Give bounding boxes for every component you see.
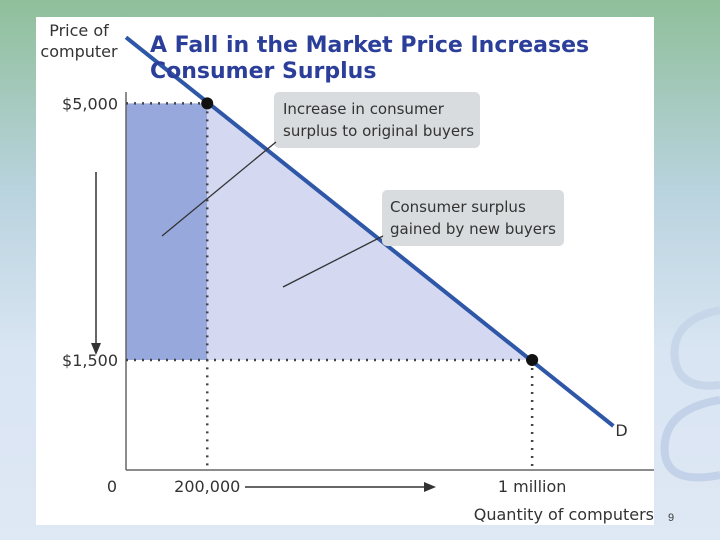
x-tick-label-0: 0 — [107, 477, 117, 496]
y-axis-label-line2: computer — [40, 42, 118, 61]
callout-box-original-buyers — [274, 92, 480, 148]
y-tick-label-1500: $1,500 — [62, 351, 118, 370]
y-tick-label-5000: $5,000 — [62, 94, 118, 113]
callout-original-pointer — [161, 141, 277, 237]
callout-original-line1: Increase in consumer — [283, 100, 445, 118]
callout-original-line2: surplus to original buyers — [283, 122, 474, 140]
slide-number: 9 — [668, 512, 675, 524]
x-axis-label: Quantity of computers — [474, 505, 654, 524]
slide-title: A Fall in the Market Price Increases Con… — [150, 33, 590, 84]
callout-new-line1: Consumer surplus — [390, 198, 526, 216]
point-price-5000 — [201, 97, 214, 110]
callout-new-line2: gained by new buyers — [390, 220, 556, 238]
quantity-rise-arrowhead — [424, 482, 436, 492]
demand-curve-label: D — [615, 421, 627, 440]
x-tick-label-200000: 200,000 — [174, 477, 240, 496]
price-fall-arrowhead — [91, 343, 101, 355]
y-axis-label-line1: Price of — [49, 21, 109, 40]
background-swoosh-decoration — [660, 306, 720, 482]
point-price-1500 — [526, 354, 539, 366]
x-tick-label-1-million: 1 million — [498, 477, 567, 496]
callout-new-pointer — [282, 235, 384, 288]
callout-box-new-buyers — [382, 190, 564, 246]
